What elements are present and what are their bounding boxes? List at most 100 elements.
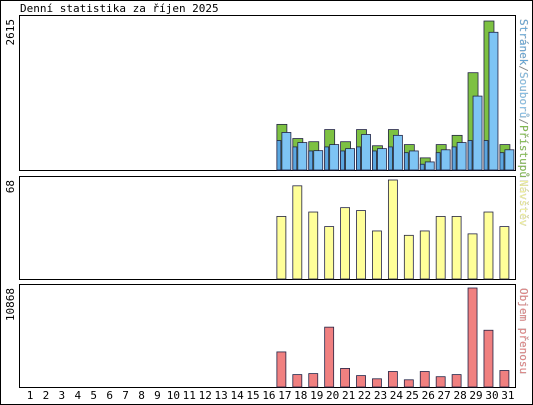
bar bbox=[292, 374, 303, 388]
x-tick-label: 27 bbox=[438, 389, 451, 402]
bar bbox=[372, 150, 377, 171]
x-tick-label: 5 bbox=[90, 389, 97, 402]
bar bbox=[387, 179, 398, 280]
x-tick-label: 20 bbox=[326, 389, 339, 402]
x-tick-label: 7 bbox=[122, 389, 129, 402]
bar bbox=[340, 150, 346, 171]
bar bbox=[499, 152, 505, 171]
x-tick-label: 22 bbox=[358, 389, 371, 402]
panel-frame bbox=[19, 176, 516, 280]
x-tick-label: 21 bbox=[342, 389, 355, 402]
x-tick-label: 24 bbox=[390, 389, 404, 402]
bar bbox=[308, 373, 319, 388]
bar bbox=[435, 376, 446, 388]
bar bbox=[488, 31, 499, 171]
bar bbox=[372, 378, 382, 388]
bar bbox=[403, 234, 414, 280]
x-tick-label: 9 bbox=[154, 389, 161, 402]
bar bbox=[451, 374, 462, 388]
bar bbox=[467, 140, 473, 171]
bar bbox=[467, 287, 478, 388]
bar bbox=[483, 140, 489, 171]
bar bbox=[292, 185, 303, 280]
bar bbox=[419, 230, 430, 280]
bar bbox=[472, 95, 483, 171]
x-tick-label: 17 bbox=[278, 389, 291, 402]
bar bbox=[419, 371, 430, 388]
x-tick-label: 31 bbox=[501, 389, 514, 402]
bar bbox=[387, 371, 398, 388]
bar bbox=[435, 152, 441, 171]
x-tick-label: 6 bbox=[106, 389, 113, 402]
bar bbox=[292, 146, 298, 171]
x-tick-label: 15 bbox=[246, 389, 259, 402]
bar bbox=[313, 150, 324, 171]
bar bbox=[456, 142, 467, 171]
legend-entry: Stránek bbox=[517, 19, 530, 66]
bar bbox=[377, 148, 387, 171]
x-tick-label: 28 bbox=[453, 389, 466, 402]
x-tick-label: 4 bbox=[74, 389, 81, 402]
x-tick-label: 25 bbox=[406, 389, 419, 402]
bar bbox=[276, 351, 287, 388]
bar bbox=[308, 150, 314, 171]
x-tick-label: 30 bbox=[485, 389, 498, 402]
x-tick-label: 16 bbox=[262, 389, 275, 402]
bar bbox=[392, 134, 403, 171]
x-tick-label: 12 bbox=[199, 389, 212, 402]
bar bbox=[356, 375, 366, 388]
y-axis-legend: Objem přenosu bbox=[517, 288, 530, 374]
bar bbox=[308, 211, 319, 280]
legend-entry: Souborů bbox=[517, 72, 530, 118]
bar bbox=[451, 146, 457, 171]
legend-entry: Přístupů bbox=[517, 125, 530, 178]
x-tick-label: 26 bbox=[422, 389, 435, 402]
x-tick-label: 11 bbox=[183, 389, 196, 402]
y-tick-label: 68 bbox=[4, 180, 17, 193]
bar bbox=[419, 163, 425, 171]
bar bbox=[356, 146, 361, 171]
x-tick-label: 3 bbox=[59, 389, 66, 402]
bar bbox=[276, 140, 282, 171]
bar bbox=[340, 368, 351, 388]
y-tick-label: 2615 bbox=[4, 19, 17, 46]
bar bbox=[440, 149, 451, 171]
x-tick-label: 19 bbox=[310, 389, 323, 402]
x-tick-label: 10 bbox=[167, 389, 180, 402]
bar bbox=[499, 370, 510, 388]
x-tick-label: 14 bbox=[230, 389, 244, 402]
bar bbox=[403, 379, 414, 388]
bar bbox=[345, 148, 356, 171]
panel-frame bbox=[19, 15, 516, 171]
bar bbox=[504, 149, 515, 171]
x-tick-label: 1 bbox=[27, 389, 34, 402]
legend-separator: / bbox=[517, 65, 530, 72]
x-tick-label: 29 bbox=[469, 389, 482, 402]
bar bbox=[372, 230, 382, 280]
bar bbox=[435, 215, 446, 280]
bar bbox=[408, 150, 419, 171]
y-axis-legend: Stránek/Souborů/Přístupů bbox=[517, 19, 530, 178]
x-tick-label: 2 bbox=[43, 389, 50, 402]
bar bbox=[499, 226, 510, 280]
bar bbox=[340, 207, 351, 280]
bar bbox=[451, 215, 462, 280]
y-axis-legend: Návštěv bbox=[517, 180, 530, 227]
bar bbox=[324, 146, 330, 171]
bar bbox=[356, 210, 366, 280]
bar bbox=[324, 326, 335, 388]
panel-frame bbox=[19, 284, 516, 388]
bar bbox=[324, 226, 335, 280]
bar bbox=[297, 142, 308, 171]
bar bbox=[329, 144, 340, 171]
bar bbox=[276, 215, 287, 280]
x-tick-label: 13 bbox=[215, 389, 228, 402]
legend-entry: Objem přenosu bbox=[517, 288, 530, 374]
bar bbox=[281, 132, 292, 171]
y-tick-label: 10868 bbox=[4, 288, 17, 321]
bar bbox=[483, 329, 494, 388]
bar bbox=[424, 161, 435, 171]
bar bbox=[483, 211, 494, 280]
